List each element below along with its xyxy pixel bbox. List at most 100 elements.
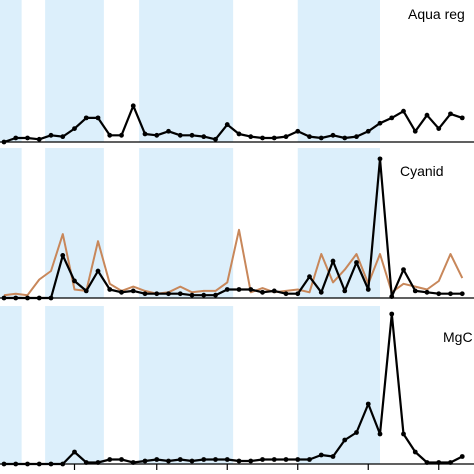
panel-cyanide: Cyanid <box>0 148 474 301</box>
data-point <box>318 289 324 295</box>
panel-aqua-regia: Aqua reg <box>0 0 474 145</box>
data-point <box>330 258 336 264</box>
data-point <box>412 128 418 134</box>
shaded-bands <box>0 148 380 298</box>
data-point <box>248 134 254 140</box>
data-point <box>412 449 418 455</box>
panel-mgc: MgC <box>0 306 474 470</box>
data-point <box>177 132 183 138</box>
data-point <box>307 457 312 462</box>
data-point <box>271 288 277 294</box>
data-point <box>342 437 348 443</box>
data-point <box>389 115 395 121</box>
panel-label: Cyanid <box>400 163 444 179</box>
data-point <box>318 452 324 458</box>
data-point <box>295 128 301 134</box>
data-point <box>354 430 359 435</box>
data-point <box>401 431 406 437</box>
data-point <box>236 458 242 464</box>
data-point <box>201 134 207 140</box>
data-point <box>260 135 265 141</box>
data-point <box>342 288 348 294</box>
data-point <box>448 291 453 297</box>
data-point <box>248 458 254 464</box>
data-point <box>201 292 207 298</box>
panel-label: Aqua reg <box>408 6 465 22</box>
shaded-band <box>45 148 104 298</box>
data-point <box>283 457 289 462</box>
data-point <box>13 135 19 141</box>
data-point <box>377 431 383 437</box>
data-point <box>459 291 465 297</box>
series-line-black <box>3 104 463 144</box>
data-point <box>83 115 89 121</box>
data-point <box>401 108 406 114</box>
shaded-band <box>0 306 22 464</box>
data-point <box>236 287 242 292</box>
data-point <box>224 122 230 127</box>
data-point <box>330 454 336 459</box>
data-point <box>213 292 218 298</box>
data-point <box>436 291 442 297</box>
data-point <box>424 112 430 118</box>
data-point <box>119 132 124 138</box>
data-point <box>154 457 160 462</box>
data-point <box>119 457 124 462</box>
data-point <box>95 268 101 274</box>
data-point <box>142 131 148 137</box>
data-point <box>365 287 371 292</box>
data-point <box>436 126 442 131</box>
data-point <box>307 274 312 280</box>
shaded-bands <box>0 306 380 464</box>
shaded-band <box>297 306 380 464</box>
data-point <box>377 156 383 162</box>
series-line-black <box>4 157 463 300</box>
data-point <box>377 120 383 126</box>
data-point <box>60 253 66 258</box>
data-point <box>248 287 254 292</box>
data-point <box>72 126 77 131</box>
data-point <box>307 134 312 140</box>
data-point <box>72 278 77 284</box>
data-point <box>48 132 54 138</box>
data-point <box>389 311 395 317</box>
data-point <box>260 289 265 295</box>
data-point <box>354 134 359 140</box>
shaded-band <box>297 0 380 142</box>
data-point <box>95 115 101 121</box>
data-point <box>330 132 336 138</box>
data-point <box>107 457 113 462</box>
data-point <box>224 287 230 292</box>
data-point <box>365 401 371 407</box>
data-point <box>189 132 195 138</box>
data-point <box>60 134 66 140</box>
data-point <box>166 128 171 134</box>
data-point <box>459 115 465 121</box>
data-point <box>130 103 136 109</box>
shaded-bands <box>0 0 380 142</box>
data-point <box>424 289 430 295</box>
data-point <box>166 458 171 464</box>
data-point <box>83 288 89 294</box>
data-point <box>72 449 77 455</box>
shaded-band <box>139 148 234 298</box>
data-point <box>177 457 183 462</box>
shaded-band <box>0 148 22 298</box>
data-point <box>271 135 277 141</box>
panel-label: MgC <box>443 329 473 345</box>
data-point <box>36 136 42 142</box>
data-point <box>271 457 277 462</box>
data-point <box>213 136 218 142</box>
data-point <box>213 457 218 462</box>
data-point <box>401 267 406 272</box>
shaded-band <box>45 0 104 142</box>
data-point <box>177 291 183 297</box>
data-point <box>107 132 113 138</box>
data-point <box>260 457 265 462</box>
series-line-brown <box>3 228 464 297</box>
data-point <box>142 291 148 297</box>
series-line-black <box>4 312 463 466</box>
data-point <box>224 457 230 462</box>
data-point <box>119 289 124 295</box>
